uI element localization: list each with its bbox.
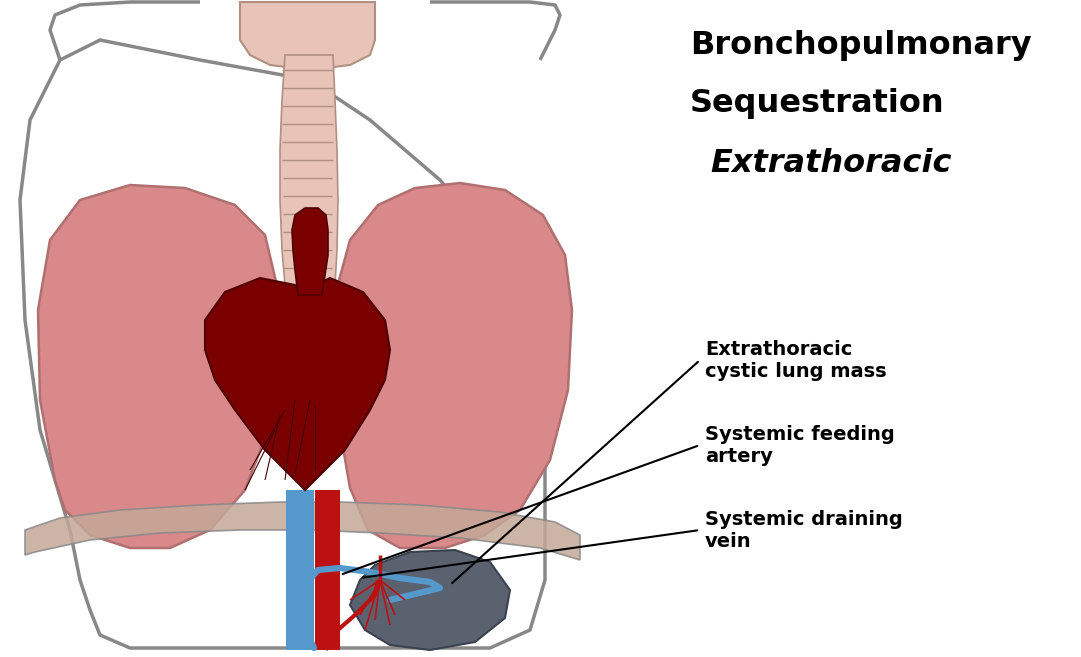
Polygon shape (280, 55, 338, 300)
Text: Extrathoracic: Extrathoracic (710, 148, 951, 179)
Polygon shape (240, 2, 375, 70)
Polygon shape (21, 40, 545, 648)
Text: Sequestration: Sequestration (690, 88, 945, 119)
Bar (315, 490, 341, 650)
Polygon shape (205, 278, 390, 490)
Bar (286, 490, 313, 650)
Text: Bronchopulmonary: Bronchopulmonary (690, 30, 1031, 61)
Polygon shape (38, 185, 278, 548)
Text: Extrathoracic
cystic lung mass: Extrathoracic cystic lung mass (705, 340, 886, 381)
Polygon shape (333, 183, 572, 548)
Text: Systemic draining
vein: Systemic draining vein (705, 510, 903, 551)
Text: Systemic feeding
artery: Systemic feeding artery (705, 425, 895, 466)
Polygon shape (292, 208, 328, 295)
Polygon shape (350, 550, 510, 650)
Polygon shape (25, 502, 580, 560)
